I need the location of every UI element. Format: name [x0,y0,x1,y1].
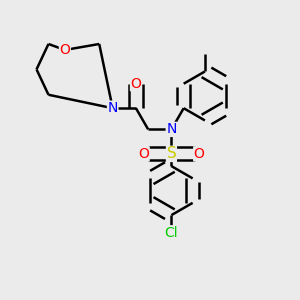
Text: O: O [59,43,70,57]
Text: N: N [107,101,118,115]
Text: S: S [167,146,176,161]
Text: O: O [138,147,149,161]
Text: N: N [166,122,177,136]
Text: Cl: Cl [165,226,178,240]
Text: O: O [194,147,205,161]
Text: O: O [130,77,141,91]
